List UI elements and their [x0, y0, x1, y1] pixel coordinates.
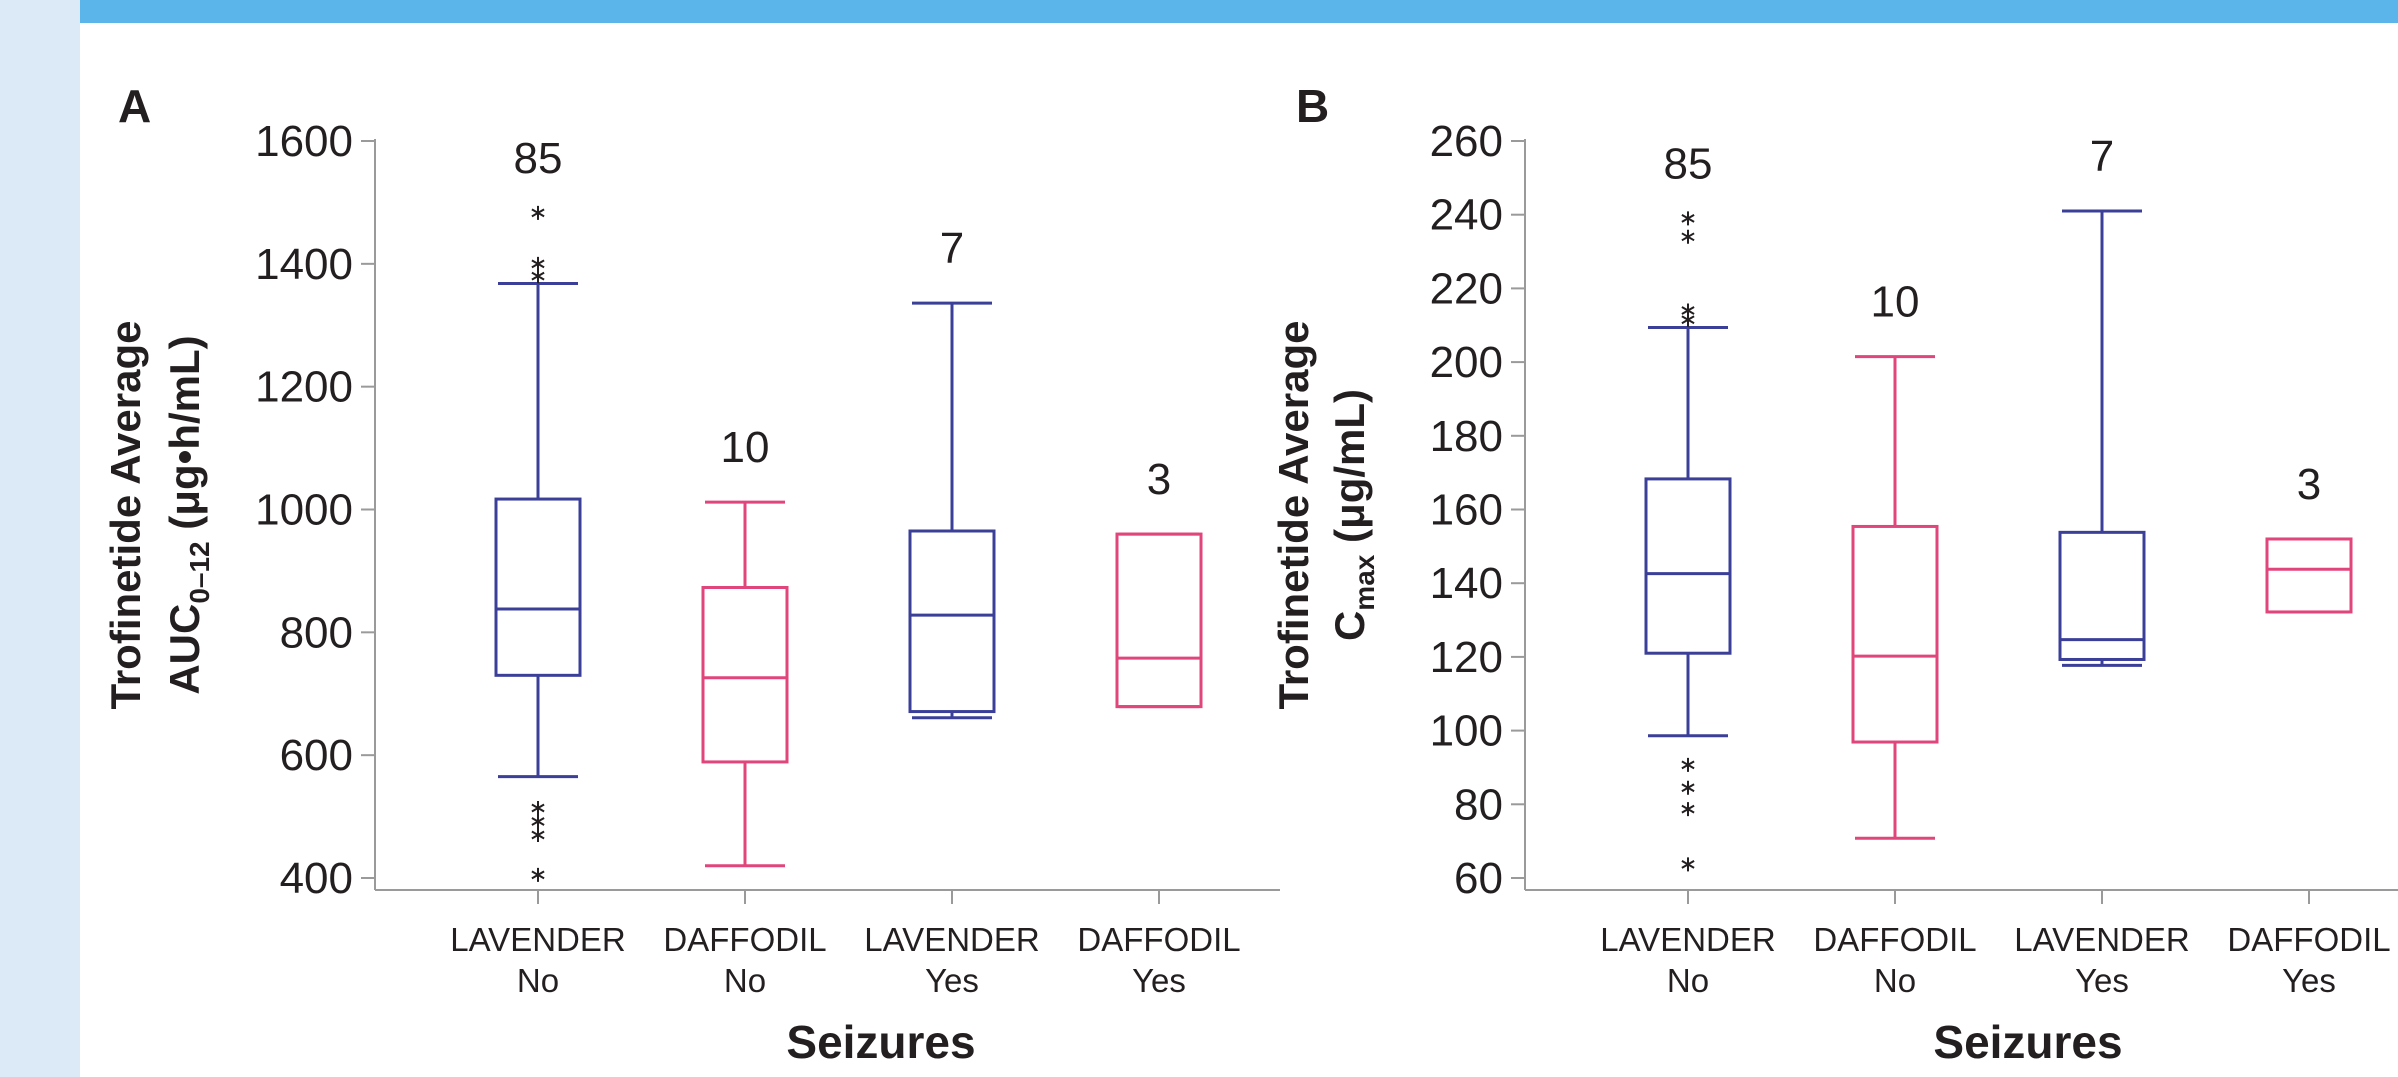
- y-axis-title: Trofinetide Average: [102, 321, 149, 710]
- outlier: [531, 828, 545, 843]
- y-tick-label: 120: [1430, 633, 1503, 682]
- top-bar: [80, 0, 2398, 23]
- x-tick-label: Yes: [1132, 962, 1186, 999]
- box: [2058, 530, 2146, 661]
- x-tick-label: LAVENDER: [450, 921, 625, 958]
- y-axis-title-part: C: [1326, 611, 1373, 641]
- panel-label: B: [1296, 80, 1329, 132]
- outlier: [531, 800, 545, 815]
- y-tick-label: 260: [1430, 117, 1503, 166]
- x-tick-label: No: [724, 962, 766, 999]
- box: [2265, 537, 2353, 614]
- y-axis-title: Trofinetide Average: [1270, 321, 1317, 710]
- outlier: [1681, 211, 1695, 226]
- outlier: [531, 269, 545, 284]
- x-tick-label: No: [1874, 962, 1916, 999]
- y-tick-label: 240: [1430, 191, 1503, 240]
- x-tick-label: Yes: [2282, 962, 2336, 999]
- y-tick-label: 140: [1430, 559, 1503, 608]
- outlier: [1681, 802, 1695, 817]
- x-tick-label: LAVENDER: [864, 921, 1039, 958]
- x-tick-label: DAFFODIL: [663, 921, 826, 958]
- outlier: [531, 205, 545, 220]
- y-axis-title: Cmax (μg/mL): [1326, 389, 1380, 641]
- outlier: [1681, 857, 1695, 872]
- y-tick-label: 800: [280, 608, 353, 657]
- x-tick-label: No: [517, 962, 559, 999]
- y-tick-label: 1200: [255, 363, 353, 412]
- outlier: [1681, 312, 1695, 327]
- outlier: [1681, 757, 1695, 772]
- count-label: 10: [1871, 278, 1920, 327]
- y-tick-label: 1400: [255, 240, 353, 289]
- side-strip: [0, 0, 80, 1077]
- x-tick-label: DAFFODIL: [1077, 921, 1240, 958]
- count-label: 3: [2297, 460, 2321, 509]
- x-axis-title: Seizures: [786, 1016, 975, 1068]
- outlier: [531, 814, 545, 829]
- outlier: [1681, 780, 1695, 795]
- y-axis-title-sub: max: [1349, 554, 1380, 610]
- x-tick-label: Yes: [925, 962, 979, 999]
- count-label: 7: [2090, 132, 2114, 181]
- y-tick-label: 1000: [255, 486, 353, 535]
- y-axis-title: AUC0–12 (μg•h/mL): [161, 335, 215, 694]
- x-tick-label: DAFFODIL: [1813, 921, 1976, 958]
- y-tick-label: 200: [1430, 338, 1503, 387]
- x-tick-label: DAFFODIL: [2227, 921, 2390, 958]
- y-tick-label: 1600: [255, 117, 353, 166]
- outlier: [531, 256, 545, 271]
- x-axis-title: Seizures: [1933, 1016, 2122, 1068]
- box: [1851, 524, 1939, 744]
- box: [908, 529, 996, 714]
- y-tick-label: 600: [280, 731, 353, 780]
- x-tick-label: LAVENDER: [1600, 921, 1775, 958]
- y-tick-label: 220: [1430, 264, 1503, 313]
- count-label: 10: [721, 423, 770, 472]
- y-tick-label: 400: [280, 854, 353, 903]
- x-tick-label: Yes: [2075, 962, 2129, 999]
- y-tick-label: 80: [1454, 780, 1503, 829]
- y-tick-label: 100: [1430, 707, 1503, 756]
- panel-label: A: [118, 80, 151, 132]
- count-label: 3: [1147, 455, 1171, 504]
- y-tick-label: 60: [1454, 854, 1503, 903]
- x-tick-label: No: [1667, 962, 1709, 999]
- count-label: 7: [940, 224, 964, 273]
- count-label: 85: [514, 134, 563, 183]
- y-tick-label: 160: [1430, 486, 1503, 535]
- box: [701, 585, 789, 764]
- outlier: [531, 867, 545, 882]
- outlier: [1681, 229, 1695, 244]
- box: [1644, 477, 1732, 655]
- y-axis-title-part: (μg•h/mL): [161, 335, 208, 541]
- y-axis-title-part: (μg/mL): [1326, 389, 1373, 555]
- y-axis-title-sub: 0–12: [184, 541, 215, 603]
- box: [1115, 532, 1203, 709]
- box: [494, 497, 582, 677]
- y-tick-label: 180: [1430, 412, 1503, 461]
- x-tick-label: LAVENDER: [2014, 921, 2189, 958]
- y-axis-title-part: AUC: [161, 604, 208, 695]
- count-label: 85: [1664, 139, 1713, 188]
